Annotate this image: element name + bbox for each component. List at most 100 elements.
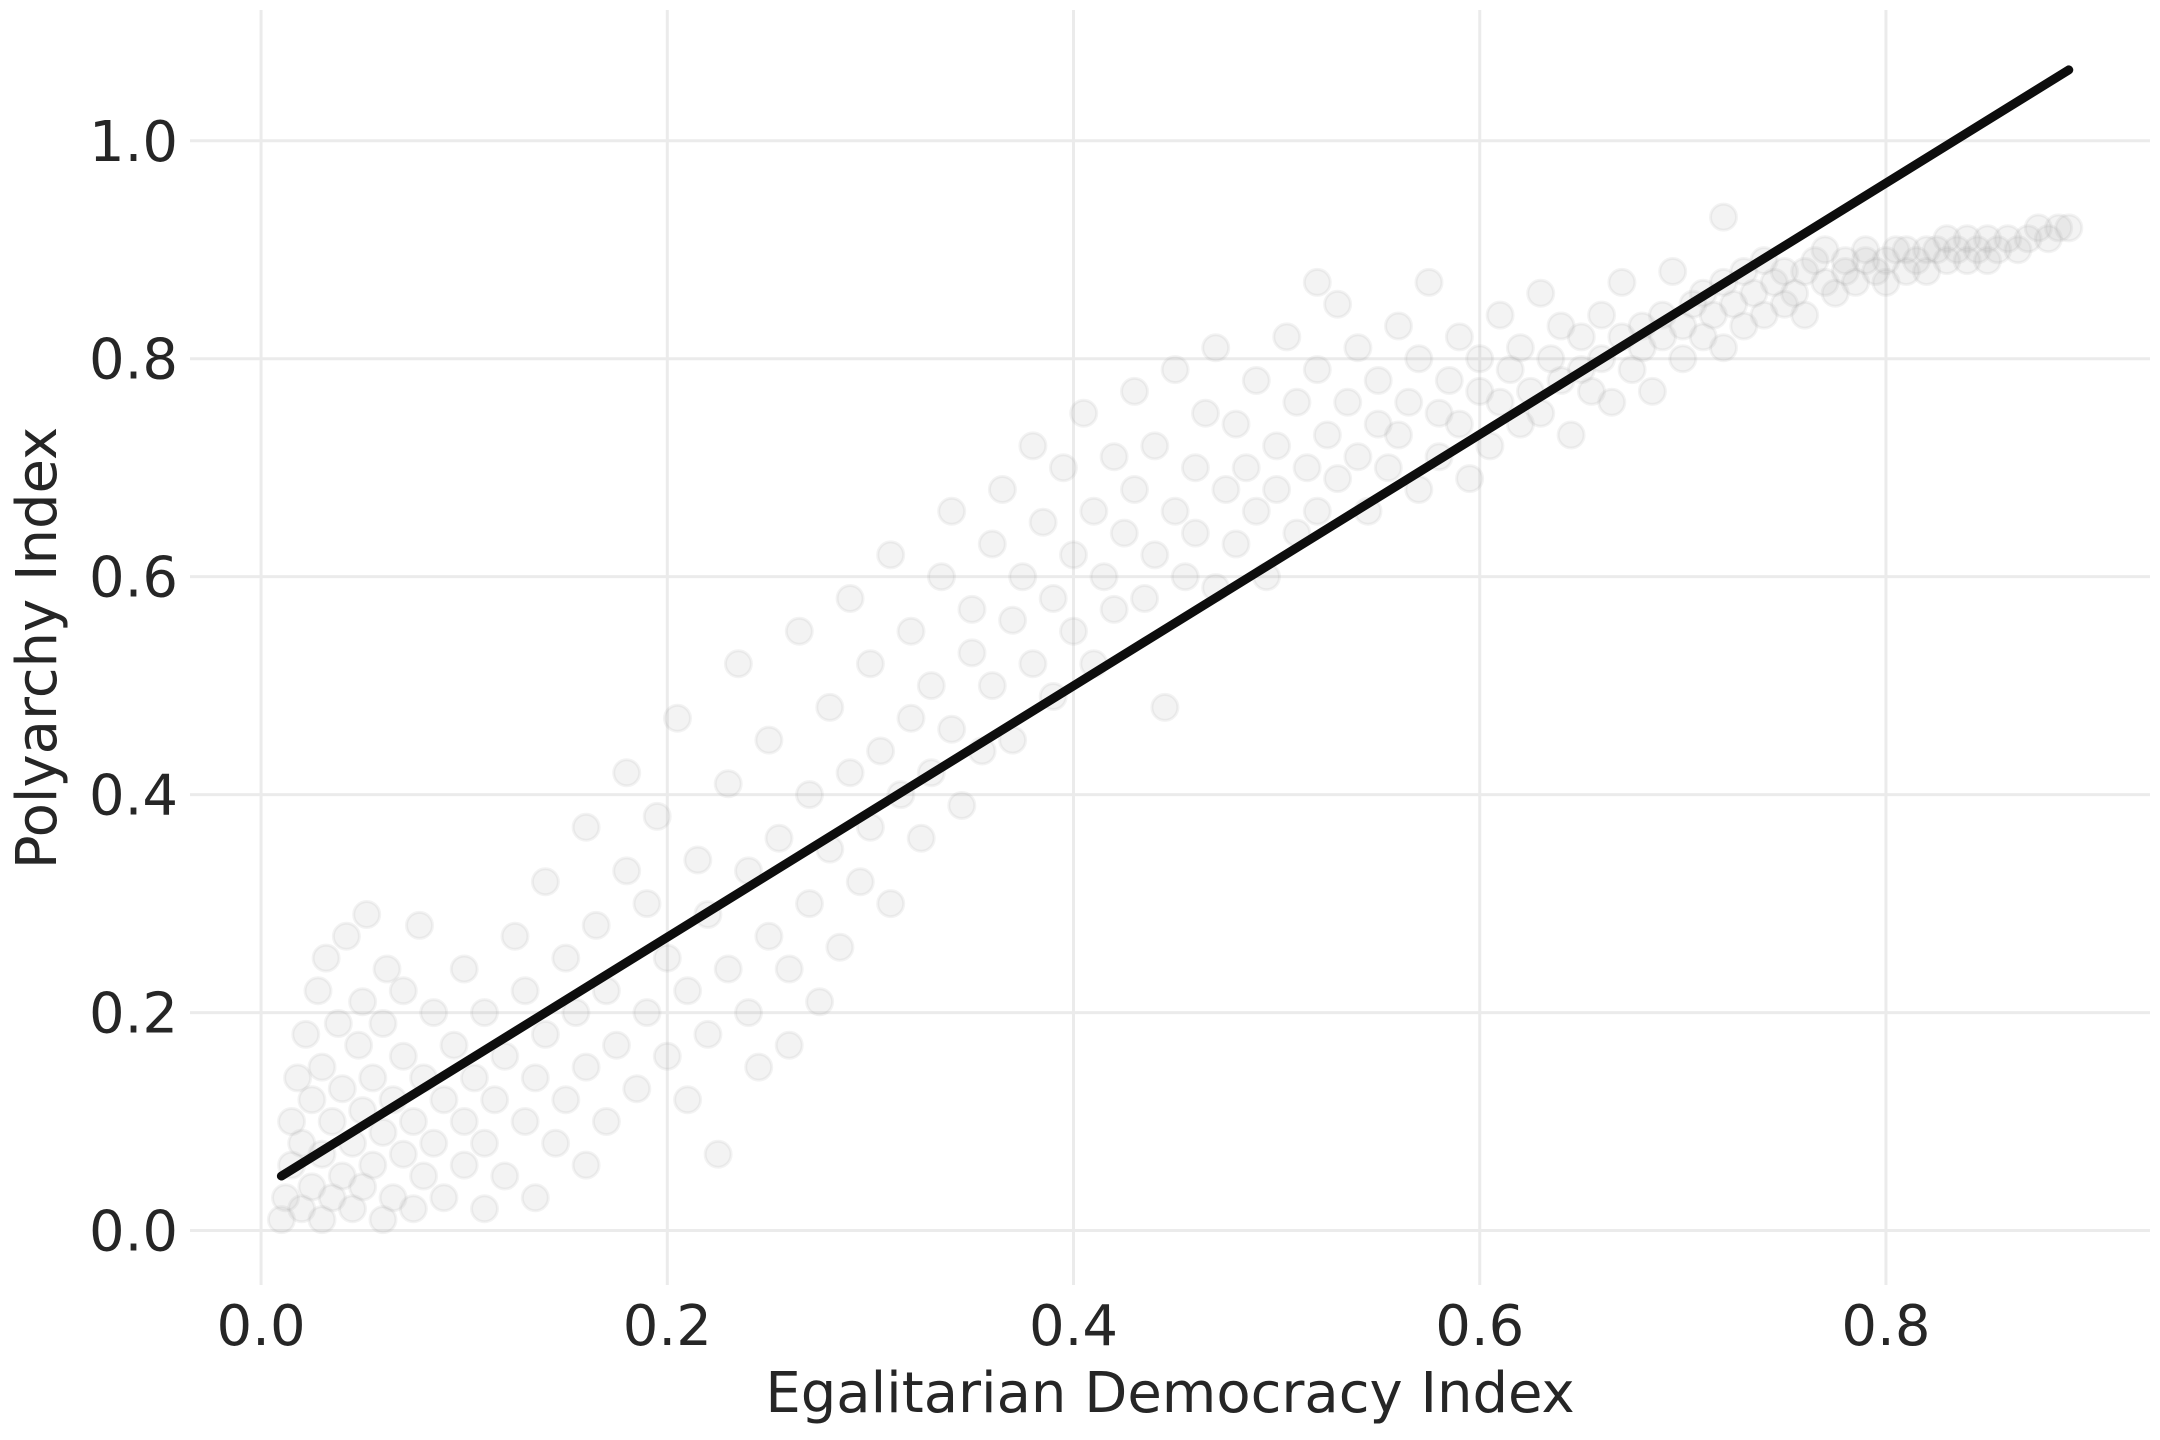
data-point: [1282, 387, 1312, 417]
data-point: [1180, 518, 1210, 548]
data-point: [663, 703, 692, 733]
data-point: [439, 1030, 469, 1060]
data-point: [1719, 289, 1749, 319]
data-point: [277, 1107, 307, 1136]
data-point: [1800, 246, 1830, 276]
data-point: [1018, 431, 1048, 461]
y-axis-title: Polyarchy Index: [5, 427, 70, 869]
data-point: [1851, 246, 1881, 276]
data-point: [1241, 366, 1271, 395]
data-point: [490, 1041, 520, 1071]
data-point: [358, 1063, 388, 1093]
data-point: [795, 889, 824, 919]
data-point: [317, 1183, 347, 1213]
data-point: [368, 1117, 398, 1147]
data-point: [1018, 649, 1048, 679]
data-point: [2033, 224, 2063, 254]
data-point: [1059, 616, 1088, 646]
data-point: [683, 845, 713, 875]
tick-label-layer: 0.0 0.2 0.4 0.6 0.8 0.0 0.2 0.4 0.6 0.8 1.0: [89, 110, 1931, 1359]
data-point: [372, 954, 402, 984]
data-point: [1434, 366, 1464, 395]
data-point: [571, 812, 601, 842]
data-point: [1465, 376, 1495, 406]
data-point: [398, 1194, 428, 1224]
data-point: [1099, 594, 1129, 624]
y-tick-label-5: 1.0: [89, 110, 178, 175]
data-point: [1201, 333, 1231, 363]
data-point: [352, 900, 382, 929]
data-point: [866, 736, 896, 766]
data-point: [551, 943, 581, 973]
data-point: [490, 1161, 520, 1191]
data-point: [405, 910, 434, 940]
data-point: [1495, 355, 1525, 385]
data-point: [317, 1107, 347, 1136]
data-point: [673, 1085, 703, 1115]
data-point: [348, 1172, 378, 1202]
data-point: [1536, 344, 1566, 374]
data-point: [713, 769, 743, 799]
data-point: [283, 1063, 313, 1093]
data-point: [1556, 420, 1586, 450]
data-point: [368, 1009, 398, 1038]
data-point: [287, 1194, 317, 1224]
data-point: [1150, 692, 1180, 722]
data-point: [774, 1030, 804, 1060]
data-point: [520, 1183, 550, 1213]
data-point: [1262, 431, 1292, 461]
data-point: [1069, 398, 1099, 428]
data-point: [1343, 442, 1373, 472]
data-point: [388, 1041, 418, 1071]
data-point: [703, 1139, 733, 1169]
data-point: [1333, 387, 1363, 417]
data-point: [449, 954, 479, 984]
data-point: [530, 1019, 560, 1049]
data-point: [1688, 322, 1718, 352]
data-point: [1962, 235, 1992, 265]
data-point: [1790, 300, 1820, 330]
data-point: [1079, 496, 1109, 526]
data-point: [1973, 246, 2002, 276]
data-point: [795, 780, 824, 810]
data-point: [734, 998, 763, 1028]
data-point: [571, 1150, 601, 1180]
data-point: [1160, 355, 1190, 385]
data-point: [1891, 257, 1921, 286]
data-point: [1221, 529, 1251, 559]
data-point: [1912, 235, 1942, 265]
data-point: [1140, 540, 1170, 570]
data-point: [1302, 355, 1332, 385]
data-point: [500, 921, 530, 951]
data-point: [307, 1205, 337, 1235]
data-point: [303, 976, 333, 1006]
data-point: [581, 910, 611, 940]
data-point: [876, 540, 906, 570]
x-tick-label-4: 0.8: [1841, 1294, 1930, 1359]
data-point: [323, 1009, 353, 1038]
data-point: [673, 976, 703, 1006]
data-point: [1099, 442, 1129, 472]
data-point: [1120, 475, 1149, 504]
x-tick-label-1: 0.2: [623, 1294, 712, 1359]
data-point: [1790, 257, 1820, 286]
data-point: [1830, 246, 1860, 276]
data-point: [1769, 289, 1799, 319]
points-layer: [266, 202, 2084, 1235]
data-point: [1841, 267, 1870, 297]
data-point: [1191, 398, 1220, 428]
data-point: [876, 889, 906, 919]
data-point: [1780, 278, 1810, 308]
data-point: [470, 998, 499, 1028]
data-point: [764, 823, 794, 853]
data-point: [1140, 431, 1170, 461]
data-point: [998, 605, 1028, 635]
y-tick-label-4: 0.8: [89, 328, 178, 393]
data-point: [652, 943, 682, 973]
data-point: [530, 867, 560, 897]
data-point: [1343, 333, 1373, 363]
data-point: [1363, 409, 1393, 439]
data-point: [338, 1194, 367, 1224]
